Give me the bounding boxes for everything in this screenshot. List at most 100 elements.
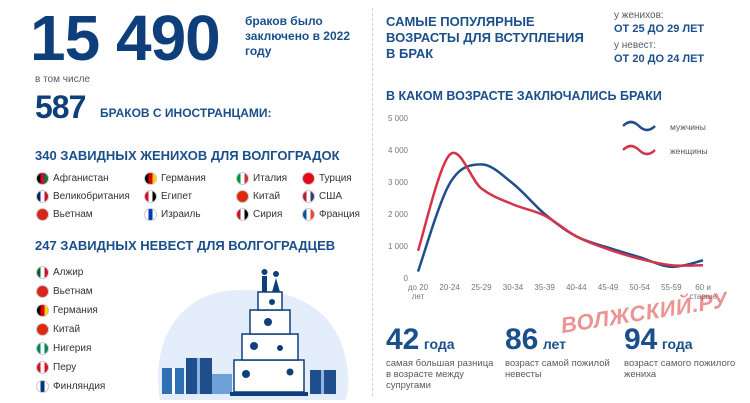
flag-icon <box>36 208 49 221</box>
country-label: Израиль <box>161 209 201 220</box>
flag-icon <box>36 342 49 355</box>
stat-block: 42 года самая большая разница в возрасте… <box>386 323 498 392</box>
bride-country-item: Вьетнам <box>36 285 146 298</box>
flag-icon <box>144 172 157 185</box>
country-label: Китай <box>253 191 281 202</box>
country-label: Китай <box>53 324 81 335</box>
groom-country-item: Италия <box>236 172 302 185</box>
marriages-caption: браков было заключено в 2022 году <box>245 14 351 58</box>
flag-icon <box>302 172 315 185</box>
flag-icon <box>144 190 157 203</box>
flag-icon <box>36 172 49 185</box>
bride-country-item: Нигерия <box>36 342 146 355</box>
flag-icon <box>144 208 157 221</box>
y-tick-label: 4 000 <box>388 146 409 155</box>
country-label: Германия <box>53 305 98 316</box>
flag-icon <box>36 266 49 279</box>
country-label: Афганистан <box>53 173 109 184</box>
grooms-age-label: у женихов: <box>614 10 664 21</box>
groom-country-item: Сирия <box>236 208 302 221</box>
country-label: Нигерия <box>53 343 92 354</box>
bride-country-item: Перу <box>36 361 146 374</box>
age-chart: 5 000 4 000 3 000 2 000 1 000 0до 20 лет 20-24 2… <box>388 114 717 301</box>
grooms-heading: 340 ЗАВИДНЫХ ЖЕНИХОВ ДЛЯ ВОЛГОГРАДОК <box>35 148 340 163</box>
x-tick-label: 25-29 <box>471 283 492 292</box>
stat-block: 86 лет возраст самой пожилой невесты <box>505 325 617 391</box>
country-label: Вьетнам <box>53 209 93 220</box>
stat-number: 42 <box>386 323 420 356</box>
country-label: Алжир <box>53 267 84 278</box>
stat-description: самая большая разница в возрасте между с… <box>386 358 494 391</box>
bride-country-item: Финляндия <box>36 380 146 393</box>
y-tick-label: 2 000 <box>388 210 409 219</box>
bride-country-item: Германия <box>36 304 146 317</box>
including-label: в том числе <box>35 74 90 85</box>
groom-country-item: Франция <box>302 208 366 221</box>
x-tick-label: 60 и старше <box>689 283 717 301</box>
grooms-country-grid: Афганистан Германия Италия Турция Великобрит… <box>36 172 366 221</box>
groom-country-item: Турция <box>302 172 366 185</box>
country-label: Турция <box>319 173 352 184</box>
series-line-men <box>416 163 704 273</box>
legend-label: мужчины <box>670 122 706 132</box>
flag-icon <box>36 380 49 393</box>
x-tick-label: 55-59 <box>661 283 682 292</box>
flag-icon <box>36 304 49 317</box>
country-label: Франция <box>319 209 360 220</box>
flag-icon <box>36 361 49 374</box>
groom-country-item: Китай <box>236 190 302 203</box>
brides-age-label: у невест: <box>614 40 656 51</box>
country-label: Перу <box>53 362 77 373</box>
chart-title: В КАКОМ ВОЗРАСТЕ ЗАКЛЮЧАЛИСЬ БРАКИ <box>386 89 662 103</box>
x-tick-label: до 20 лет <box>408 283 429 301</box>
popular-ages-heading: САМЫЕ ПОПУЛЯРНЫЕ ВОЗРАСТЫ ДЛЯ ВСТУПЛЕНИЯ… <box>386 14 584 61</box>
wedding-cake-illustration <box>150 250 370 400</box>
bride-country-item: Алжир <box>36 266 146 279</box>
y-tick-label: 3 000 <box>388 178 409 187</box>
groom-country-item: Германия <box>144 172 236 185</box>
country-label: США <box>319 191 343 202</box>
country-label: Вьетнам <box>53 286 93 297</box>
flag-icon <box>236 190 249 203</box>
flag-icon <box>236 208 249 221</box>
stat-description: возраст самой пожилой невесты <box>505 358 610 380</box>
brides-country-list: Алжир Вьетнам Германия Китай Нигерия Перу Финл… <box>36 266 146 393</box>
x-tick-label: 35-39 <box>534 283 555 292</box>
column-divider <box>372 8 373 396</box>
stat-block: 94 года возраст самого пожилого жениха <box>624 325 736 391</box>
groom-country-item: Израиль <box>144 208 236 221</box>
groom-country-item: Египет <box>144 190 236 203</box>
groom-country-item: Афганистан <box>36 172 144 185</box>
country-label: Сирия <box>253 209 283 220</box>
foreign-marriages-caption: БРАКОВ С ИНОСТРАНЦАМИ: <box>100 106 272 120</box>
country-label: Италия <box>253 173 288 184</box>
legend-swatch <box>622 120 656 132</box>
flag-icon <box>302 190 315 203</box>
y-tick-label: 5 000 <box>388 114 409 123</box>
country-label: Германия <box>161 173 206 184</box>
foreign-marriages-number: 587 <box>35 89 86 125</box>
x-tick-label: 20-24 <box>439 283 460 292</box>
x-tick-label: 50-54 <box>629 283 650 292</box>
bride-country-item: Китай <box>36 323 146 336</box>
country-label: Египет <box>161 191 193 202</box>
y-tick-label: 1 000 <box>388 242 409 251</box>
country-label: Великобритания <box>53 191 130 202</box>
stats-row: 42 года самая большая разница в возрасте… <box>386 323 736 392</box>
stat-unit: года <box>661 336 693 352</box>
legend-swatch <box>622 144 656 156</box>
flag-icon <box>302 208 315 221</box>
country-label: Финляндия <box>53 381 106 392</box>
grooms-age-value: ОТ 25 ДО 29 ЛЕТ <box>614 23 705 35</box>
stat-number: 86 <box>505 323 539 356</box>
y-tick-label: 0 <box>404 274 409 283</box>
groom-country-item: США <box>302 190 366 203</box>
brides-age-value: ОТ 20 ДО 24 ЛЕТ <box>614 53 705 65</box>
groom-country-item: Вьетнам <box>36 208 144 221</box>
stat-number: 94 <box>624 323 658 356</box>
x-tick-label: 40-44 <box>566 283 587 292</box>
brides-heading: 247 ЗАВИДНЫХ НЕВЕСТ ДЛЯ ВОЛГОГРАДЦЕВ <box>35 238 336 253</box>
x-tick-label: 45-49 <box>598 283 619 292</box>
marriages-total: 15 490 <box>30 2 221 74</box>
flag-icon <box>36 323 49 336</box>
